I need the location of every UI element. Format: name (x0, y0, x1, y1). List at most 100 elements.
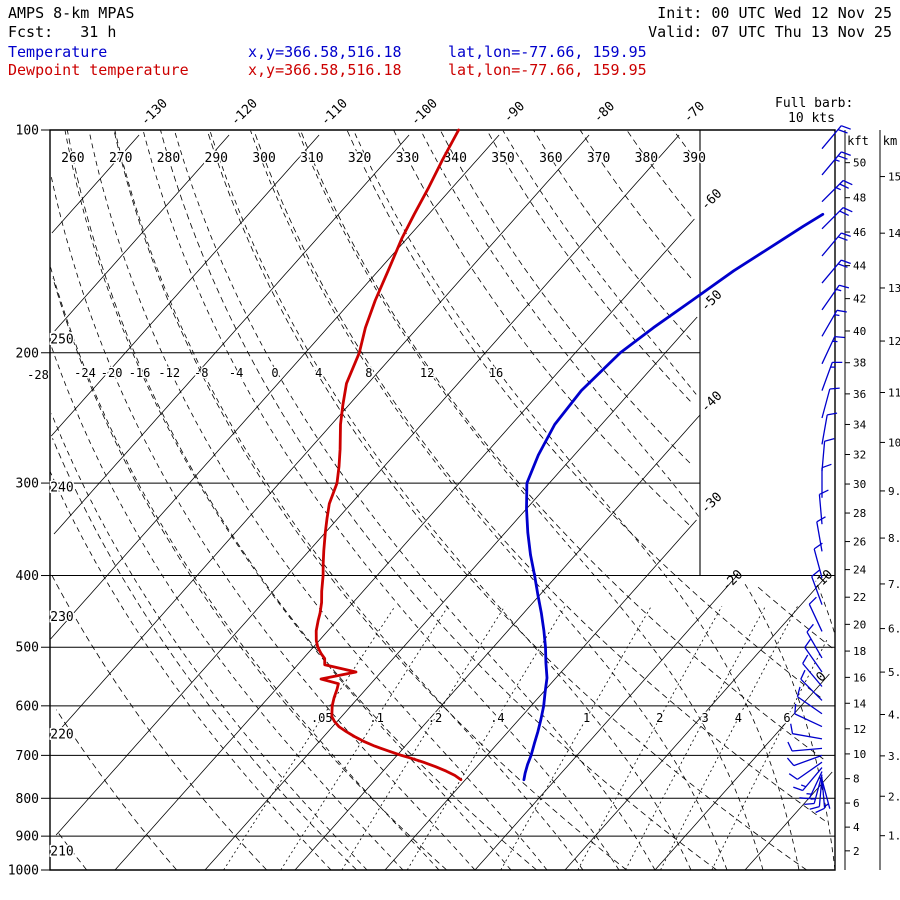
svg-text:100: 100 (16, 124, 39, 139)
svg-text:-20: -20 (101, 366, 123, 380)
svg-text:12: 12 (420, 366, 434, 380)
svg-text:7.: 7. (888, 578, 900, 591)
svg-text:Full barb:: Full barb: (775, 96, 853, 111)
svg-text:290: 290 (205, 151, 228, 166)
dewpoint-latlon: lat,lon=-77.66, 159.95 (448, 61, 647, 79)
wind-barb (821, 361, 843, 391)
svg-text:230: 230 (50, 610, 73, 625)
svg-text:370: 370 (587, 151, 610, 166)
svg-text:700: 700 (16, 749, 39, 764)
svg-text:5.: 5. (888, 666, 900, 679)
svg-text:14.: 14. (888, 227, 900, 240)
wind-barb (790, 723, 823, 740)
svg-text:330: 330 (396, 151, 419, 166)
svg-text:32: 32 (853, 449, 866, 462)
svg-text:34: 34 (853, 418, 867, 431)
svg-text:-28: -28 (27, 368, 49, 382)
wind-barb (816, 516, 826, 552)
svg-text:1000: 1000 (8, 864, 39, 879)
svg-text:-110: -110 (318, 96, 351, 129)
temperature-latlon: lat,lon=-77.66, 159.95 (448, 43, 647, 61)
svg-text:-20: -20 (719, 567, 746, 594)
svg-text:300: 300 (16, 477, 39, 492)
dewpoint-legend-label: Dewpoint temperature (8, 61, 189, 79)
svg-text:-16: -16 (129, 366, 151, 380)
svg-text:800: 800 (16, 792, 39, 807)
wind-barb (821, 437, 835, 472)
svg-text:10 kts: 10 kts (788, 111, 835, 126)
svg-text:210: 210 (50, 845, 73, 860)
svg-text:.1: .1 (369, 711, 383, 725)
svg-text:260: 260 (61, 151, 84, 166)
svg-text:380: 380 (635, 151, 658, 166)
svg-text:3: 3 (701, 711, 708, 725)
svg-text:6.: 6. (888, 623, 900, 636)
svg-text:340: 340 (443, 151, 466, 166)
svg-text:8: 8 (853, 773, 860, 786)
forecast-hour: Fcst: 31 h (8, 23, 117, 41)
wind-barb (794, 703, 823, 728)
svg-text:-40: -40 (698, 389, 725, 416)
wind-barb (811, 569, 823, 605)
wind-barb (796, 686, 823, 715)
wind-barb (821, 151, 851, 176)
svg-text:11.: 11. (888, 386, 900, 399)
wind-barb (821, 259, 851, 284)
svg-text:50: 50 (853, 157, 866, 170)
svg-text:38: 38 (853, 357, 866, 370)
dewpoint-trace (314, 128, 463, 782)
wind-barb (821, 335, 845, 365)
svg-text:350: 350 (491, 151, 514, 166)
svg-text:3.: 3. (888, 750, 900, 763)
svg-text:16: 16 (489, 366, 503, 380)
svg-text:-30: -30 (698, 490, 725, 517)
svg-text:9.: 9. (888, 485, 900, 498)
wind-barb (800, 669, 823, 701)
model-name: AMPS 8-km MPAS (8, 4, 135, 22)
wind-barb (821, 284, 850, 311)
wind-barb (788, 761, 823, 780)
svg-text:44: 44 (853, 260, 867, 273)
svg-text:240: 240 (50, 481, 73, 496)
wind-barb (813, 542, 823, 579)
svg-text:4: 4 (315, 366, 322, 380)
svg-text:km: km (883, 134, 897, 148)
svg-text:320: 320 (348, 151, 371, 166)
svg-text:4: 4 (735, 711, 742, 725)
wind-barb (821, 779, 831, 809)
svg-text:-24: -24 (74, 366, 96, 380)
svg-text:30: 30 (853, 478, 866, 491)
wind-barb (799, 771, 823, 800)
svg-text:270: 270 (109, 151, 132, 166)
svg-text:18: 18 (853, 645, 866, 658)
svg-text:10: 10 (853, 748, 866, 761)
svg-text:48: 48 (853, 192, 866, 205)
svg-text:-12: -12 (158, 366, 180, 380)
svg-text:-130: -130 (138, 96, 171, 129)
wind-barb (804, 638, 823, 673)
svg-text:24: 24 (853, 564, 867, 577)
svg-text:4: 4 (853, 821, 860, 834)
svg-text:900: 900 (16, 830, 39, 845)
svg-text:13.: 13. (888, 282, 900, 295)
svg-text:12.: 12. (888, 335, 900, 348)
svg-text:-90: -90 (501, 99, 528, 126)
dewpoint-grid-xy: x,y=366.58,516.18 (248, 61, 402, 79)
svg-text:-80: -80 (591, 99, 618, 126)
svg-text:200: 200 (16, 346, 39, 361)
svg-text:8.: 8. (888, 532, 900, 545)
temperature-grid-xy: x,y=366.58,516.18 (248, 43, 402, 61)
svg-text:1: 1 (583, 711, 590, 725)
svg-text:360: 360 (539, 151, 562, 166)
svg-text:-100: -100 (408, 96, 441, 129)
svg-text:10.: 10. (888, 436, 900, 449)
init-time: Init: 00 UTC Wed 12 Nov 25 (657, 4, 892, 22)
wind-barb (793, 767, 823, 792)
svg-text:.4: .4 (490, 711, 504, 725)
wind-barb (821, 232, 851, 257)
wind-barb (809, 776, 823, 810)
svg-text:kft: kft (847, 134, 869, 148)
svg-text:42: 42 (853, 293, 866, 306)
